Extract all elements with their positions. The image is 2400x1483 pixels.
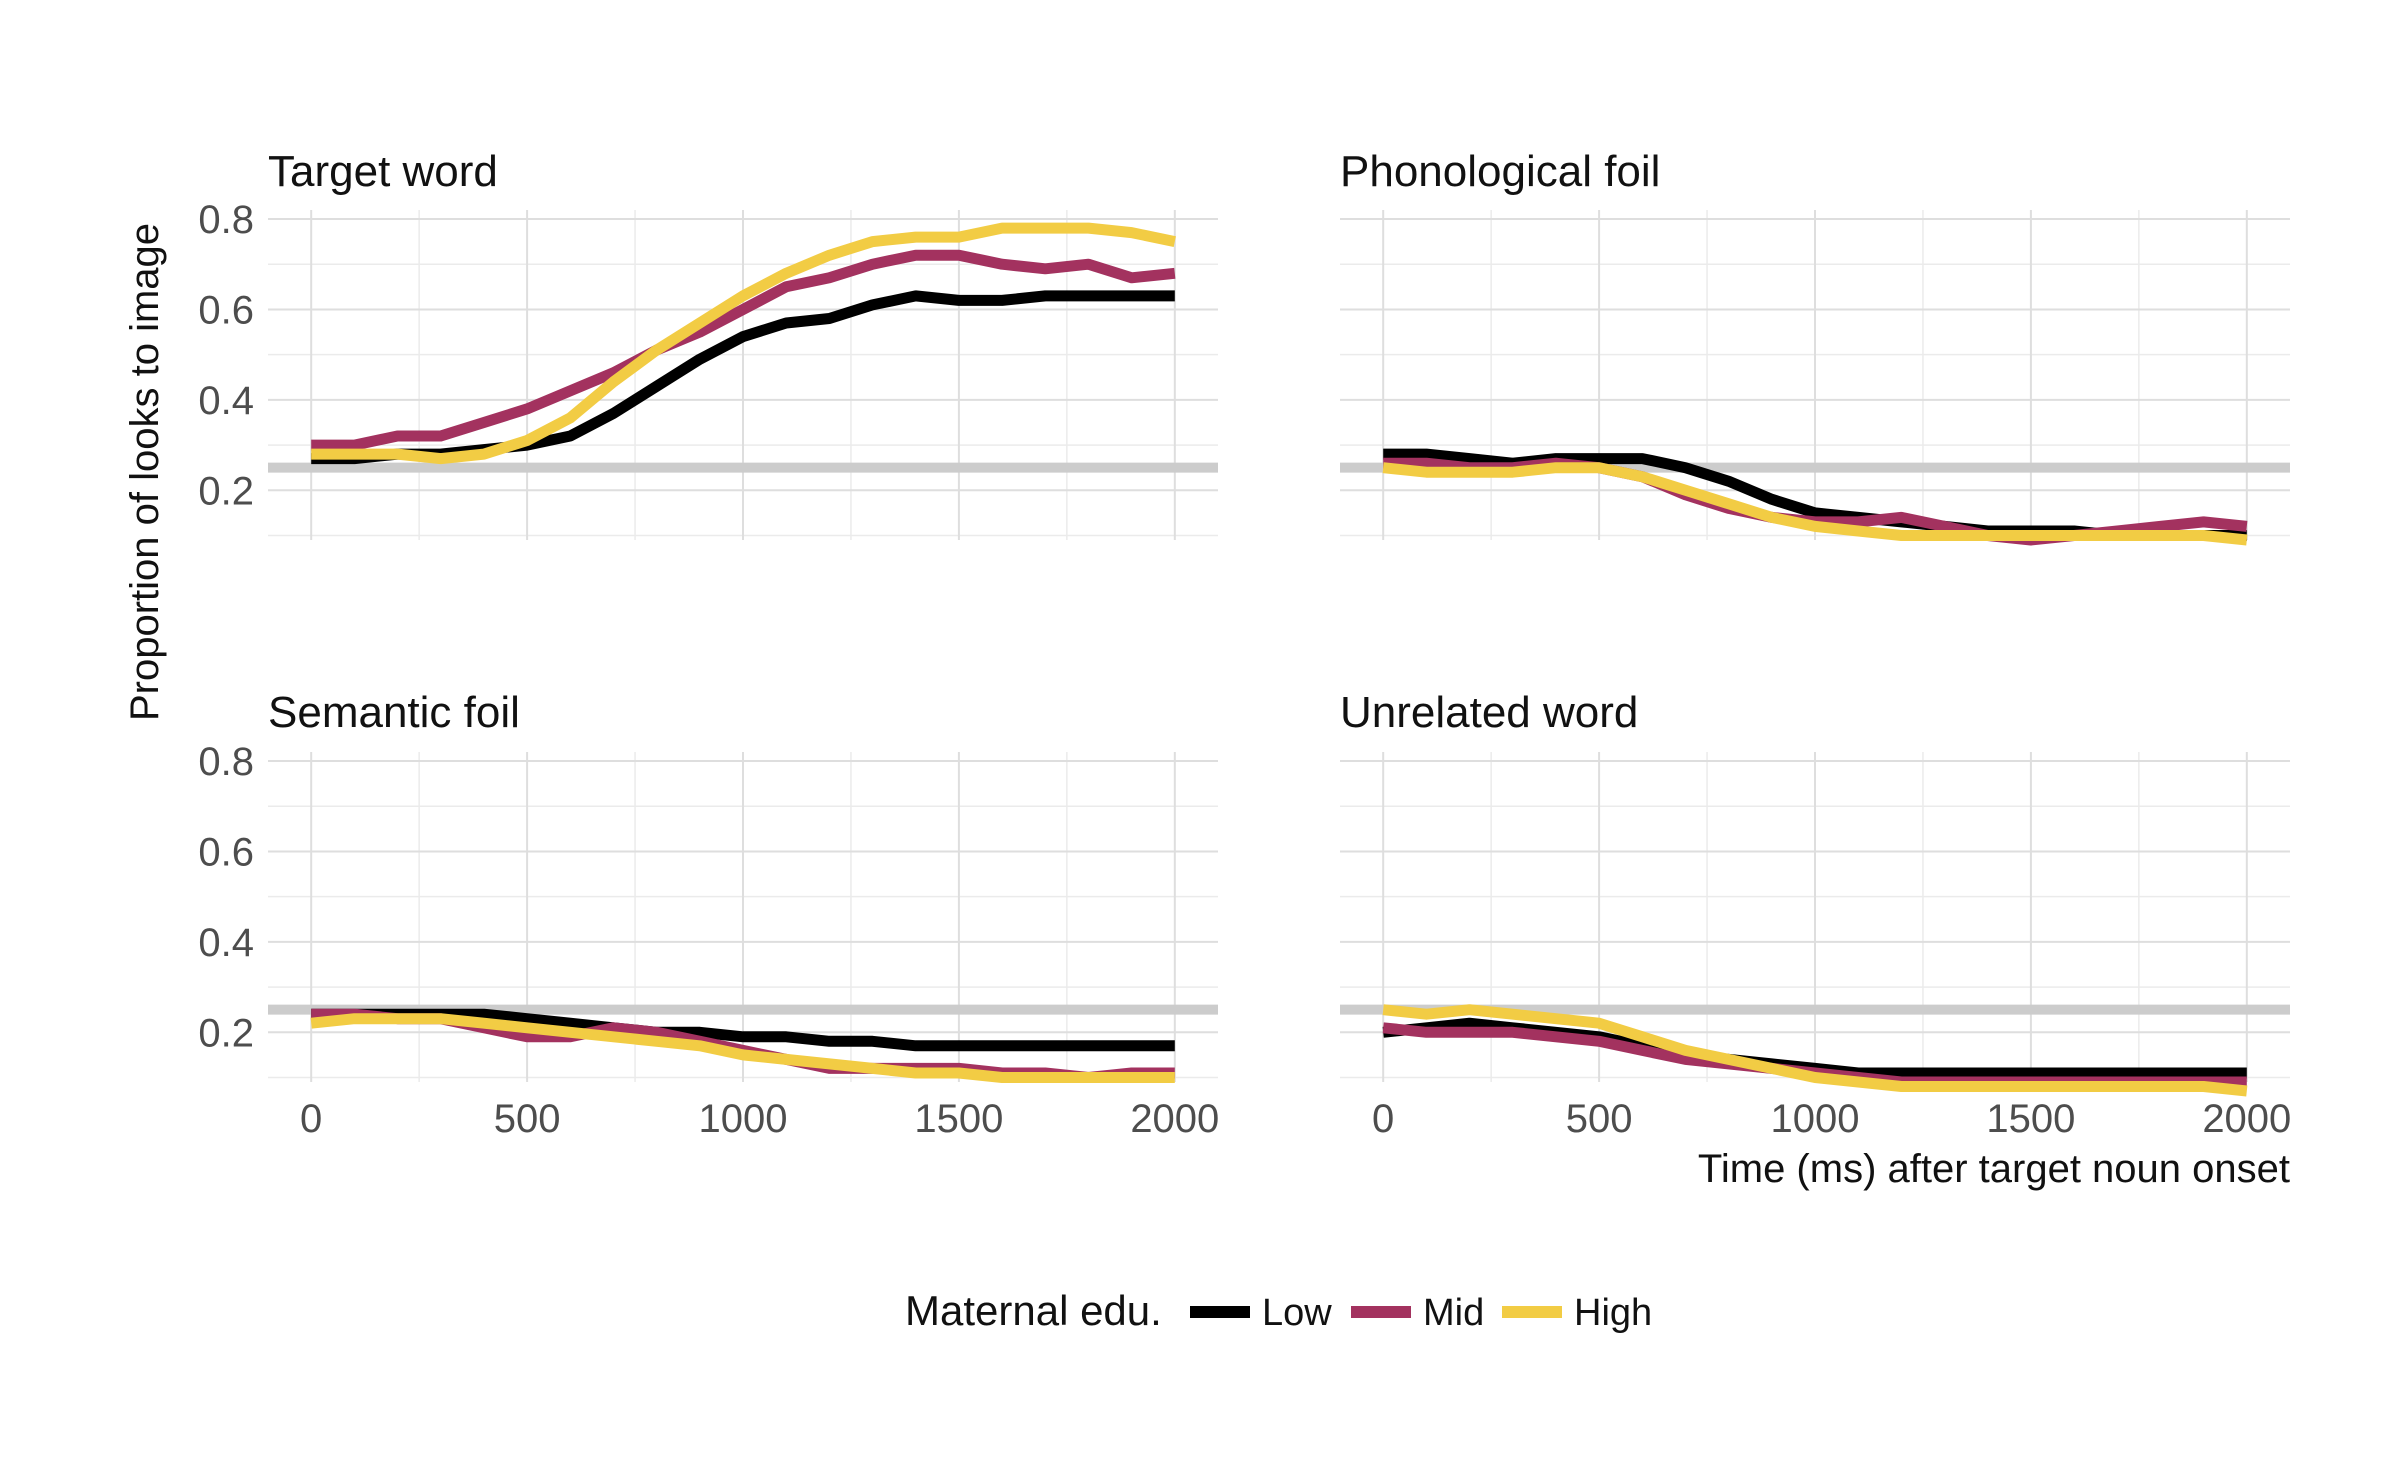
panel-title: Target word [268, 147, 498, 196]
panel-unrelated-word: Unrelated word 0 500 1000 1500 2000 [1340, 688, 2291, 1141]
x-tick-label: 500 [494, 1097, 561, 1141]
y-tick-label: 0.4 [198, 921, 254, 965]
panels: Target word 0.2 0.4 0.6 0.8 Phonological foil… [198, 147, 2291, 1141]
y-axis-title: Proportion of looks to image [123, 223, 167, 721]
y-tick-label: 0.4 [198, 379, 254, 423]
x-tick-label: 1000 [1771, 1097, 1860, 1141]
x-tick-label: 2000 [1130, 1097, 1219, 1141]
panel-title: Semantic foil [268, 688, 520, 737]
series-line-high [1382, 462, 2248, 546]
panel-title: Phonological foil [1340, 147, 1660, 196]
panel-phonological-foil: Phonological foil [1340, 147, 2290, 546]
y-tick-label: 0.2 [198, 1011, 254, 1055]
x-tick-label: 500 [1566, 1097, 1633, 1141]
series-line-mid [311, 249, 1176, 451]
series-line-high [311, 222, 1176, 465]
panel-target-word: Target word 0.2 0.4 0.6 0.8 [198, 147, 1218, 540]
y-tick-label: 0.2 [198, 469, 254, 513]
legend-label-mid: Mid [1423, 1292, 1484, 1334]
legend-label-low: Low [1262, 1292, 1332, 1334]
series-line-high [310, 1013, 1175, 1083]
x-tick-label: 0 [300, 1097, 322, 1141]
panel-semantic-foil: Semantic foil 0.2 0.4 0.6 0.8 0 500 1000 1500 200… [198, 688, 1219, 1141]
legend-title: Maternal edu. [905, 1287, 1162, 1334]
x-tick-label: 1000 [699, 1097, 788, 1141]
x-tick-label: 1500 [914, 1097, 1003, 1141]
y-tick-label: 0.8 [198, 740, 254, 784]
x-tick-label: 0 [1372, 1097, 1394, 1141]
y-tick-label: 0.6 [198, 288, 254, 332]
y-tick-label: 0.8 [198, 198, 254, 242]
x-tick-label: 1500 [1986, 1097, 2075, 1141]
panel-title: Unrelated word [1340, 688, 1638, 737]
legend: Maternal edu. Low Mid High [905, 1287, 1652, 1334]
y-tick-label: 0.6 [198, 830, 254, 874]
series-line-low [311, 1008, 1175, 1052]
legend-label-high: High [1574, 1292, 1652, 1334]
x-axis-title: Time (ms) after target noun onset [1698, 1147, 2290, 1191]
series-line-high [1382, 1004, 2248, 1097]
x-tick-label: 2000 [2202, 1097, 2291, 1141]
